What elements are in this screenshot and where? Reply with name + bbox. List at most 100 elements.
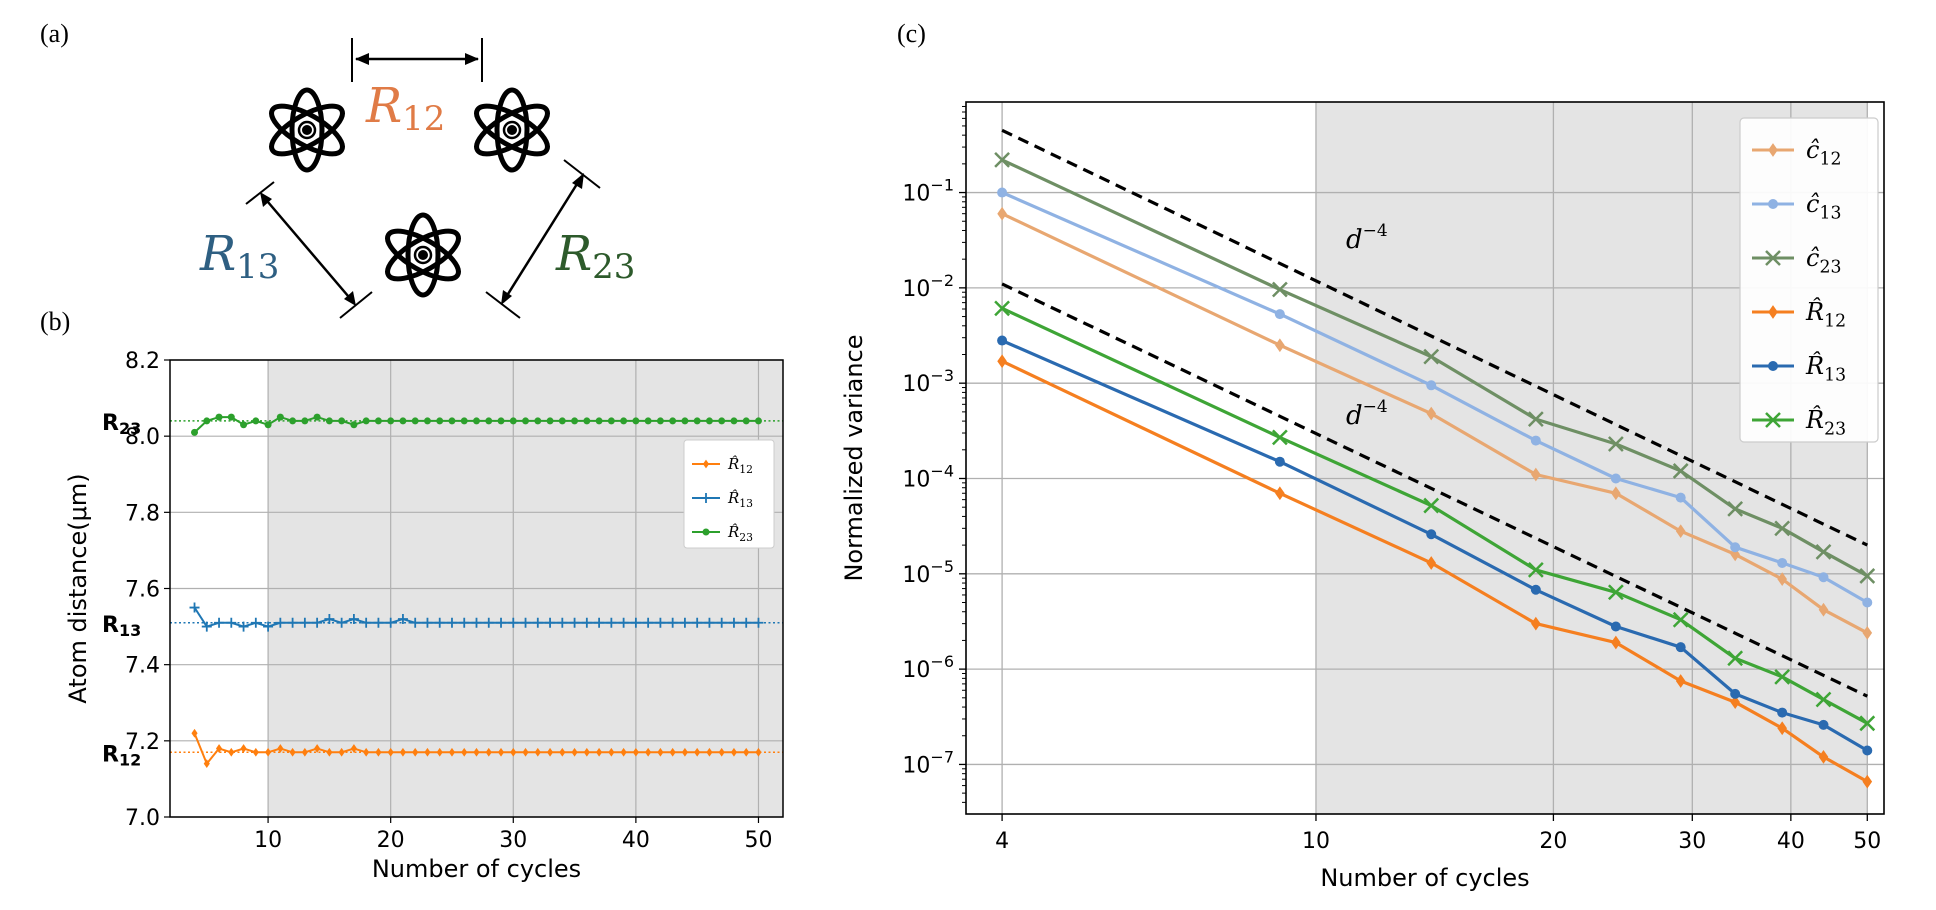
data-point [669,747,676,757]
data-point [1423,348,1440,365]
data-point [276,413,284,421]
data-point [558,417,566,425]
y-tick-label: 7.6 [125,578,160,603]
data-point [1727,650,1744,667]
data-point [1727,500,1744,517]
data-point [1859,568,1876,584]
legend-label: R̂13 [1805,352,1846,386]
data-point [289,747,296,757]
panel-label-b: (b) [40,307,70,336]
data-point [264,421,272,429]
data-point [741,617,752,628]
data-point [1423,497,1440,514]
data-point [643,617,654,628]
data-point [583,417,591,425]
data-point [655,617,666,628]
r23-arrowhead-bottom [501,290,512,305]
legend-box [1739,117,1879,443]
data-point [411,417,419,425]
data-point [1862,626,1873,640]
data-point [546,417,554,425]
r13-dimension-tick-bottom [339,291,373,319]
data-point [471,617,482,628]
data-point [387,417,395,425]
data-point [399,417,407,425]
data-point [730,417,738,425]
data-point [1862,774,1873,789]
data-point [461,747,468,757]
data-point [705,417,713,425]
legend-marker [1768,199,1778,209]
data-point [423,417,431,425]
data-point [632,747,639,757]
data-point [994,152,1010,168]
data-point [522,747,529,757]
data-point [1426,529,1437,540]
data-point [1777,572,1787,586]
panel-label-a: (a) [40,19,69,48]
r13-dimension-arrow [261,194,355,304]
data-point [1531,616,1541,631]
r12-arrowhead-right [465,53,479,65]
y-tick-label: 7.4 [125,654,160,679]
data-point [679,617,690,628]
data-point [410,617,421,628]
data-point [348,613,359,624]
data-point [191,428,199,436]
data-point [569,617,580,628]
data-point [214,617,225,628]
x-axis-label: Number of cycles [1320,864,1529,892]
data-point [191,728,198,738]
atom-distance-chart: 10 20 30 40 50 7.0 7.2 7.4 7.6 7.8 8.0 8.2 R13 R12 R23… [64,349,784,883]
data-point [189,602,200,613]
data-point [681,747,688,757]
data-point [571,417,579,425]
data-point [215,413,223,421]
x-tick-label: 30 [499,828,527,853]
reference-label: R12 [102,742,141,769]
data-point [581,617,592,628]
data-point [350,421,358,429]
panel-label-c: (c) [897,19,926,48]
data-point [336,617,347,628]
y-tick-label: 10−1 [902,176,954,207]
legend-label: ĉ13 [1806,190,1841,224]
legend-marker [701,493,711,503]
legend-label: R̂12 [727,455,753,476]
data-point [606,617,617,628]
data-point [1818,572,1829,583]
data-point [997,335,1008,346]
data-point [618,617,629,628]
data-point [289,417,297,425]
legend-marker [702,459,710,469]
data-point [448,747,456,757]
data-point [534,417,542,425]
data-point [1426,380,1437,391]
data-point [545,617,556,628]
data-point [520,617,531,628]
atom-icon-3 [385,212,461,298]
data-point [1818,750,1829,764]
atom-orbit [269,103,345,157]
x-tick-label: 50 [1853,829,1881,854]
legend-label: R̂23 [727,523,753,544]
data-point [238,621,249,632]
data-point [362,417,370,425]
atom-orbit [405,212,441,298]
data-point [1530,435,1541,446]
atom-icon-1 [269,87,345,173]
y-tick-label: 7.2 [125,730,160,755]
data-point [483,617,494,628]
data-point [227,413,235,421]
data-point [324,613,335,624]
legend-label: R̂12 [1805,298,1846,332]
data-point [632,417,640,425]
data-point [228,747,235,757]
data-point [718,747,725,757]
reference-label: d−4 [1346,221,1388,255]
data-point [436,417,444,425]
legend-label: R̂23 [1805,406,1846,440]
data-point [375,747,382,757]
atom-nucleus-ring [502,120,522,140]
y-tick-label: 10−3 [902,366,954,397]
